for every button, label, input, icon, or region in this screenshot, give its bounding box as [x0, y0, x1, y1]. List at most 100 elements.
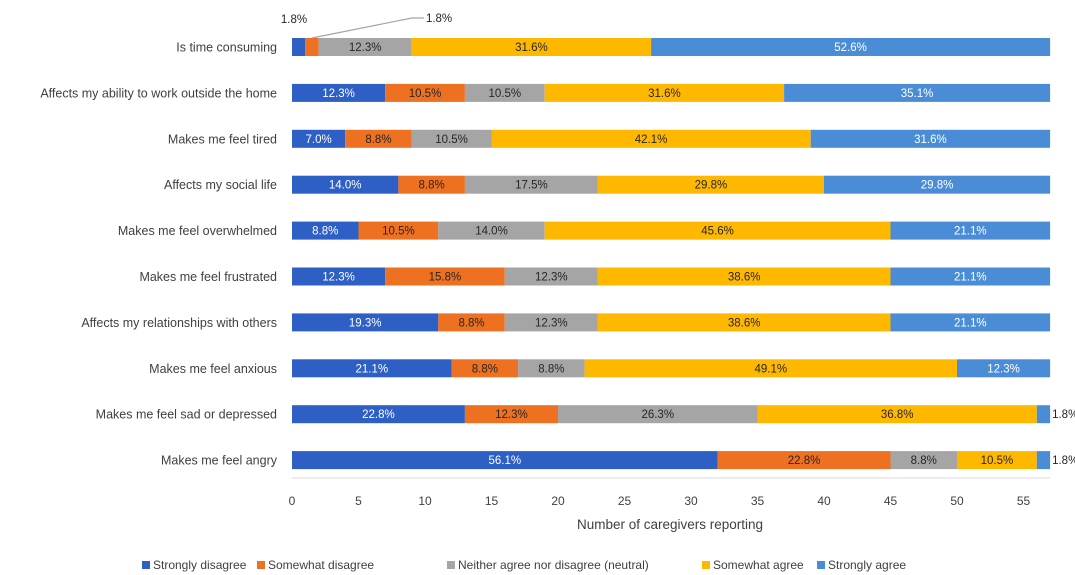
bar-segment-somewhat-agree — [544, 83, 785, 102]
category-label: Makes me feel angry — [161, 454, 278, 468]
category-label: Makes me feel frustrated — [139, 270, 277, 284]
data-label-strongly-disagree: 7.0% — [305, 134, 331, 146]
bar-segment-strongly-disagree — [292, 175, 399, 194]
data-label-strongly-disagree: 8.8% — [312, 226, 338, 238]
data-label-somewhat-agree: 10.5% — [981, 455, 1014, 467]
data-label-strongly-agree: 12.3% — [987, 363, 1020, 375]
bar-segment-neither-agree-nor-disagree-neutral — [558, 405, 758, 424]
x-tick-label: 20 — [551, 494, 565, 508]
bar-segment-somewhat-disagree — [385, 267, 505, 286]
bar-segment-strongly-agree — [890, 221, 1051, 240]
bar-segment-strongly-disagree — [292, 451, 718, 470]
data-label-neither-agree-nor-disagree-neutral: 10.5% — [488, 88, 521, 100]
data-label-strongly-disagree: 14.0% — [329, 180, 362, 192]
data-label-strongly-disagree: 19.3% — [349, 317, 382, 329]
data-label-somewhat-disagree: 12.3% — [495, 409, 528, 421]
bar-segment-somewhat-disagree — [451, 359, 519, 378]
bar-segment-neither-agree-nor-disagree-neutral — [890, 451, 957, 470]
data-label-strongly-agree: 29.8% — [921, 180, 954, 192]
data-label-somewhat-disagree: 15.8% — [429, 272, 462, 284]
bar-segment-somewhat-agree — [597, 267, 891, 286]
data-label-strongly-agree: 35.1% — [901, 88, 934, 100]
data-label-somewhat-disagree: 8.8% — [472, 363, 498, 375]
data-label-somewhat-agree: 42.1% — [635, 134, 668, 146]
segment-labels-layer: 1.8% 1.8% 12.3% 31.6% 52.6% 12.3% 10.5% 10.5% 31… — [281, 13, 1075, 467]
data-label-strongly-agree: 1.8% — [1052, 409, 1075, 421]
data-label-somewhat-disagree: 8.8% — [419, 180, 445, 192]
bar-segment-strongly-disagree — [292, 221, 359, 240]
data-label-somewhat-agree: 49.1% — [754, 363, 787, 375]
bar-segment-neither-agree-nor-disagree-neutral — [318, 38, 412, 56]
label-leader-line — [311, 17, 424, 39]
legend-swatch-somewhat-agree — [702, 561, 710, 569]
bar-segment-strongly-agree — [651, 38, 1051, 56]
data-label-strongly-disagree: 12.3% — [322, 272, 355, 284]
bar-segment-somewhat-agree — [544, 221, 891, 240]
data-label-strongly-agree: 31.6% — [914, 134, 947, 146]
data-label-neither-agree-nor-disagree-neutral: 12.3% — [535, 317, 568, 329]
bar-segment-strongly-agree — [890, 313, 1051, 332]
x-tick-label: 40 — [817, 494, 831, 508]
legend-label: Strongly disagree — [153, 558, 247, 572]
legend-swatch-neither-agree-nor-disagree-neutral — [447, 561, 455, 569]
x-tick-label: 5 — [355, 494, 362, 508]
legend-swatch-strongly-disagree — [142, 561, 150, 569]
bar-segment-somewhat-agree — [584, 359, 957, 378]
data-label-somewhat-disagree: 10.5% — [409, 88, 442, 100]
bar-segment-strongly-disagree — [292, 129, 346, 148]
category-label: Makes me feel tired — [168, 132, 277, 146]
bar-segment-strongly-agree — [957, 359, 1051, 378]
data-label-somewhat-agree: 38.6% — [728, 317, 761, 329]
legend: Strongly disagree Somewhat disagree Neithe… — [142, 558, 906, 572]
x-tick-label: 55 — [1017, 494, 1031, 508]
legend-label: Somewhat disagree — [268, 558, 374, 572]
data-label-strongly-disagree: 1.8% — [281, 14, 307, 26]
x-tick-label: 30 — [684, 494, 698, 508]
bar-segment-strongly-agree — [1036, 405, 1051, 424]
bars-layer — [292, 38, 1051, 470]
bar-segment-somewhat-disagree — [345, 129, 412, 148]
bar-segment-somewhat-disagree — [717, 451, 891, 470]
bar-segment-strongly-agree — [784, 83, 1051, 102]
bar-segment-somewhat-disagree — [464, 405, 558, 424]
bar-segment-neither-agree-nor-disagree-neutral — [464, 175, 598, 194]
data-label-somewhat-agree: 31.6% — [648, 88, 681, 100]
x-axis: 0 5 10 15 20 25 30 35 40 45 50 55 — [289, 477, 1051, 508]
bar-segment-strongly-disagree — [292, 83, 386, 102]
data-label-neither-agree-nor-disagree-neutral: 10.5% — [435, 134, 468, 146]
bar-segment-somewhat-agree — [597, 175, 824, 194]
data-label-strongly-agree: 21.1% — [954, 226, 987, 238]
data-label-somewhat-disagree: 8.8% — [458, 317, 484, 329]
data-label-somewhat-agree: 36.8% — [881, 409, 914, 421]
x-tick-label: 25 — [618, 494, 632, 508]
legend-label: Neither agree nor disagree (neutral) — [458, 558, 649, 572]
category-label: Affects my ability to work outside the h… — [40, 86, 277, 100]
data-label-strongly-agree: 21.1% — [954, 317, 987, 329]
bar-segment-somewhat-agree — [411, 38, 652, 56]
x-tick-label: 10 — [418, 494, 432, 508]
bar-segment-strongly-agree — [810, 129, 1051, 148]
bar-segment-neither-agree-nor-disagree-neutral — [438, 221, 545, 240]
legend-swatch-somewhat-disagree — [257, 561, 265, 569]
x-axis-title: Number of caregivers reporting — [577, 517, 763, 532]
category-label: Makes me feel overwhelmed — [118, 224, 277, 238]
x-tick-label: 0 — [289, 494, 296, 508]
data-label-somewhat-disagree: 8.8% — [365, 134, 391, 146]
bar-segment-neither-agree-nor-disagree-neutral — [504, 267, 598, 286]
bar-segment-somewhat-disagree — [305, 38, 319, 56]
data-label-neither-agree-nor-disagree-neutral: 12.3% — [535, 272, 568, 284]
bar-segment-neither-agree-nor-disagree-neutral — [411, 129, 492, 148]
bar-segment-strongly-agree — [824, 175, 1051, 194]
data-label-somewhat-disagree: 10.5% — [382, 226, 415, 238]
data-label-somewhat-agree: 29.8% — [695, 180, 728, 192]
x-tick-label: 45 — [884, 494, 898, 508]
category-label: Makes me feel sad or depressed — [96, 408, 277, 422]
bar-segment-strongly-disagree — [292, 267, 386, 286]
data-label-neither-agree-nor-disagree-neutral: 12.3% — [349, 42, 382, 54]
legend-label: Strongly agree — [828, 558, 906, 572]
x-tick-label: 35 — [751, 494, 765, 508]
bar-segment-neither-agree-nor-disagree-neutral — [464, 83, 545, 102]
bar-segment-neither-agree-nor-disagree-neutral — [518, 359, 585, 378]
data-label-strongly-disagree: 22.8% — [362, 409, 395, 421]
data-label-somewhat-disagree: 1.8% — [426, 13, 452, 25]
